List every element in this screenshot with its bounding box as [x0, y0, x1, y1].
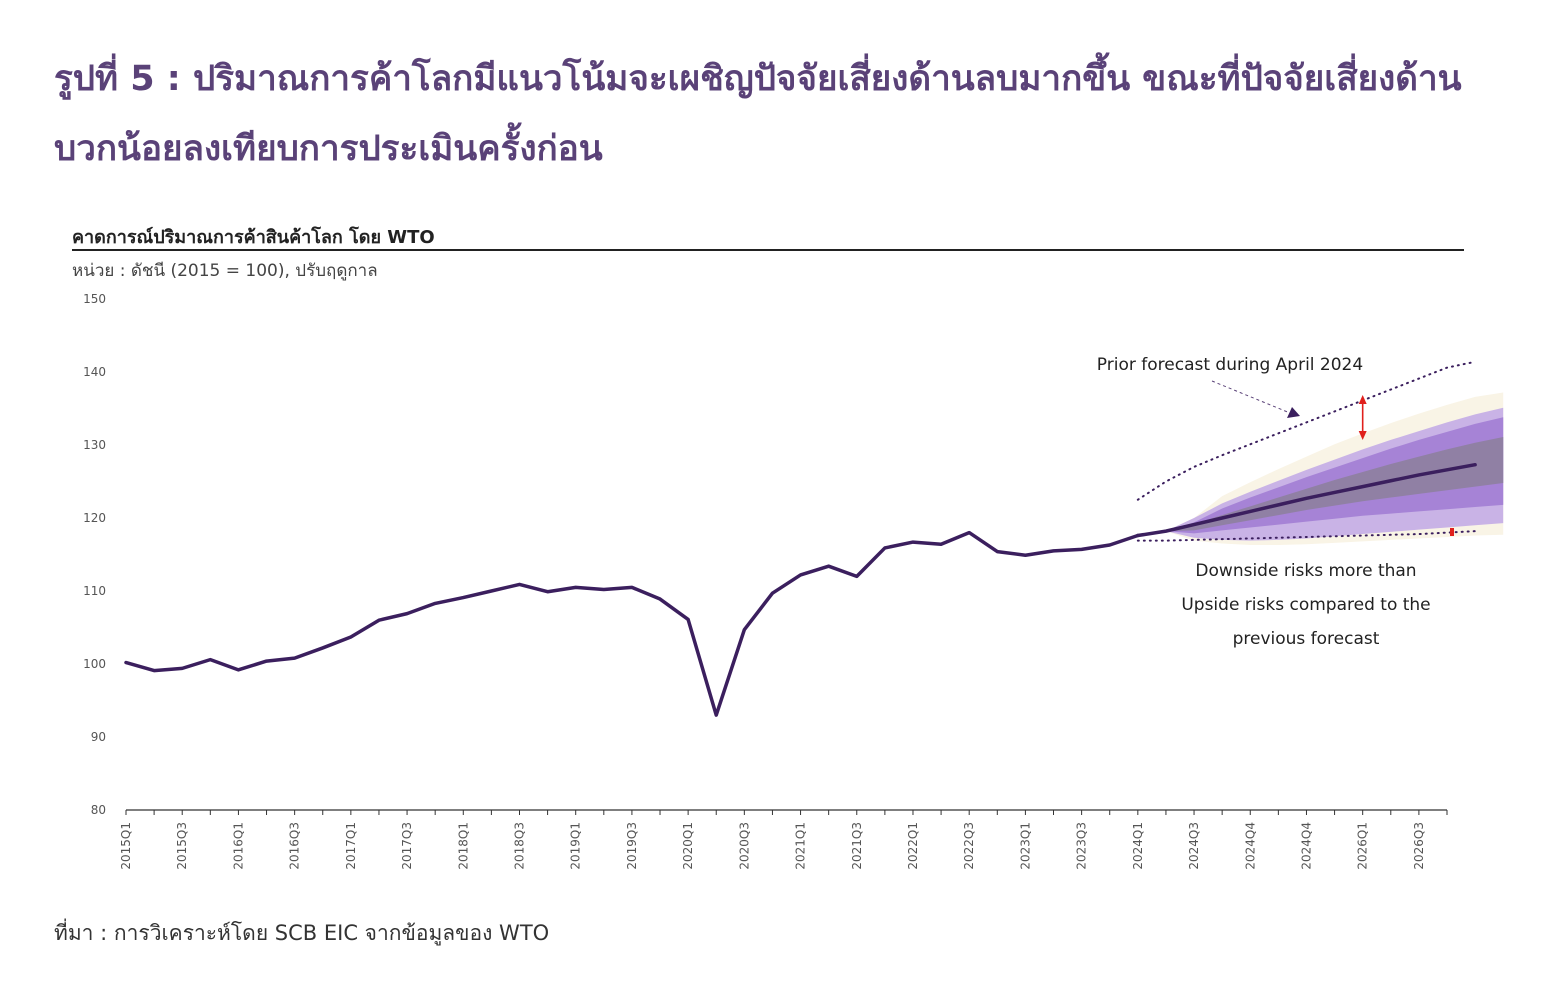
x-tick-label: 2021Q1: [794, 822, 808, 870]
annotation-prior-forecast: Prior forecast during April 2024: [1097, 355, 1363, 375]
prior-forecast-pointer-head: [1287, 407, 1300, 418]
chart-title: คาดการณ์ปริมาณการค้าสินค้าโลก โดย WTO: [72, 227, 435, 248]
downside-gap-arrow-head-down: [1358, 431, 1367, 440]
downside-gap-arrow-head-up: [1358, 395, 1367, 404]
lower-bound-end-marker: [1450, 528, 1454, 536]
title-divider: [72, 249, 1464, 251]
y-tick-label: 110: [83, 584, 106, 598]
series-lower-prior-bound: [1136, 530, 1477, 542]
x-tick-label: 2024Q4: [1243, 822, 1257, 870]
annotation-downside-line1: Downside risks more than: [1195, 561, 1416, 581]
chart-unit-label: หน่วย : ดัชนี (2015 = 100), ปรับฤดูกาล: [72, 261, 378, 281]
series-actual: [124, 530, 1140, 717]
x-tick-label: 2018Q1: [456, 822, 470, 870]
y-tick-label: 80: [91, 803, 106, 817]
x-tick-label: 2024Q1: [1131, 822, 1145, 870]
annotation-downside-line3: previous forecast: [1233, 629, 1380, 649]
x-tick-label: 2026Q3: [1412, 822, 1426, 870]
x-tick-label: 2015Q1: [119, 822, 133, 870]
x-tick-label: 2020Q3: [737, 822, 751, 870]
chart-lines: [124, 360, 1477, 717]
band-core: [1165, 436, 1504, 532]
source-note: ที่มา : การวิเคราะห์โดย SCB EIC จากข้อมู…: [54, 921, 550, 945]
series-forecast-median: [1136, 462, 1477, 538]
band-inner: [1165, 417, 1504, 534]
y-tick-label: 140: [83, 365, 106, 379]
x-tick-label: 2016Q1: [231, 822, 245, 870]
x-tick-label: 2022Q1: [906, 822, 920, 870]
x-tick-label: 2017Q3: [400, 822, 414, 870]
y-tick-label: 150: [83, 292, 106, 306]
x-tick-label: 2024Q3: [1187, 822, 1201, 870]
figure-title: รูปที่ 5 : ปริมาณการค้าโลกมีแนวโน้มจะเผช…: [54, 59, 1462, 169]
x-tick-label: 2023Q1: [1018, 822, 1032, 870]
x-tick-label: 2022Q3: [962, 822, 976, 870]
x-tick-label: 2023Q3: [1075, 822, 1089, 870]
prior-forecast-pointer: [1211, 380, 1291, 414]
chart-axes: 80 90 100 110 120 130 140 150 2015Q1 2015Q3 2016Q1…: [83, 292, 1448, 870]
y-tick-label: 100: [83, 657, 106, 671]
x-tick-label: 2019Q1: [569, 822, 583, 870]
y-tick-label: 120: [83, 511, 106, 525]
y-tick-label: 90: [91, 730, 106, 744]
x-tick-label: 2026Q1: [1356, 822, 1370, 870]
x-tick-label: 2017Q1: [344, 822, 358, 870]
series-prior-forecast-during-april-2024: [1136, 360, 1477, 501]
forecast-fan-bands: [1165, 392, 1504, 546]
x-tick-label: 2018Q3: [512, 822, 526, 870]
annotation-downside-line2: Upside risks compared to the: [1181, 595, 1430, 615]
x-tick-label: 2019Q3: [625, 822, 639, 870]
x-tick-label: 2024Q4: [1299, 822, 1313, 870]
x-tick-label: 2015Q3: [175, 822, 189, 870]
x-tick-label: 2020Q1: [681, 822, 695, 870]
y-tick-label: 130: [83, 438, 106, 452]
x-tick-label: 2021Q3: [850, 822, 864, 870]
chart-annotations: Prior forecast during April 2024 Downsid…: [1097, 355, 1454, 649]
x-tick-label: 2016Q3: [288, 822, 302, 870]
